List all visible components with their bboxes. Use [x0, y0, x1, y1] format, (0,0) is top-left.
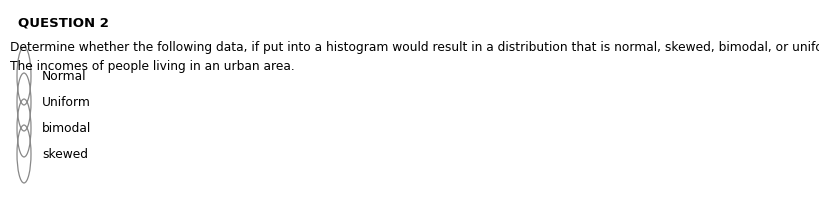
Text: The incomes of people living in an urban area.: The incomes of people living in an urban… [10, 60, 295, 73]
Text: Determine whether the following data, if put into a histogram would result in a : Determine whether the following data, if… [10, 41, 819, 54]
Text: QUESTION 2: QUESTION 2 [18, 16, 109, 29]
Text: skewed: skewed [42, 148, 88, 161]
Text: Uniform: Uniform [42, 95, 91, 109]
Text: bimodal: bimodal [42, 122, 91, 134]
Text: Normal: Normal [42, 69, 87, 83]
